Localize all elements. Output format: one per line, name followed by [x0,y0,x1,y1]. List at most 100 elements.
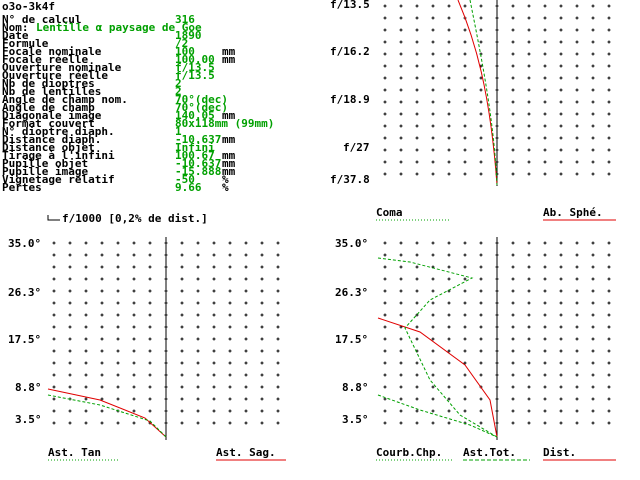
grid-dot [479,100,483,104]
spec-unit: % [222,173,229,186]
grid-dot [511,148,515,152]
grid-dot [527,265,531,269]
grid-dot [100,301,104,305]
grid-dot [244,349,248,353]
grid-dot [607,421,611,425]
y-label: 17.5° [335,333,368,346]
grid-dot [447,277,451,281]
grid-dot [100,253,104,257]
grid-dot [212,409,216,413]
grid-dot [100,337,104,341]
spec-value: 2 [175,77,182,90]
grid-dot [68,325,72,329]
spec-value: 100.00 [175,53,215,66]
grid-dot [559,421,563,425]
grid-dot [100,397,104,401]
spec-label: Vignetage relatif [2,173,115,186]
grid-dot [543,337,547,341]
grid-dot [212,361,216,365]
grid-dot [447,313,451,317]
grid-dot [511,241,515,245]
grid-dot [180,325,184,329]
grid-dot [607,277,611,281]
grid-dot [447,76,451,80]
grid-dot [415,16,419,20]
grid-dot [431,301,435,305]
grid-dot [399,349,403,353]
spec-value: 100.67 [175,149,215,162]
grid-dot [559,28,563,32]
grid-dot [415,301,419,305]
grid-dot [100,421,104,425]
grid-dot [383,277,387,281]
grid-dot [431,277,435,281]
grid-dot [415,136,419,140]
spec-label: Nb de dioptres [2,77,95,90]
grid-dot [148,373,152,377]
grid-dot [132,409,136,413]
grid-dot [527,112,531,116]
grid-dot [84,385,88,389]
spec-value: 9.66 [175,181,202,194]
grid-dot [260,253,264,257]
grid-dot [52,325,56,329]
grid-dot [260,337,264,341]
grid-dot [399,277,403,281]
grid-dot [148,289,152,293]
grid-dot [511,124,515,128]
grid-dot [479,28,483,32]
grid-dot [591,265,595,269]
grid-dot [383,148,387,152]
grid-dot [607,112,611,116]
grid-dot [591,253,595,257]
grid-dot [591,136,595,140]
grid-dot [543,253,547,257]
grid-dot [447,4,451,8]
grid-dot [463,40,467,44]
grid-dot [415,4,419,8]
grid-dot [260,289,264,293]
grid-dot [431,88,435,92]
grid-dot [244,337,248,341]
grid-dot [244,325,248,329]
grid-dot [415,160,419,164]
grid-dot [399,100,403,104]
grid-dot [511,373,515,377]
grid-dot [607,337,611,341]
grid-dot [180,397,184,401]
grid-dot [260,421,264,425]
grid-dot [399,172,403,176]
grid-dot [527,325,531,329]
grid-dot [244,361,248,365]
grid-dot [447,337,451,341]
spec-label: Nb de lentilles [2,85,101,98]
grid-dot [276,337,280,341]
grid-dot [607,397,611,401]
grid-dot [196,373,200,377]
grid-dot [244,373,248,377]
grid-dot [511,64,515,68]
legend: Ast. Sag. [216,446,276,459]
spec-label: Focale réelle [2,53,88,66]
grid-dot [52,409,56,413]
spec-label: Pertes [2,181,42,194]
grid-dot [511,172,515,176]
grid-dot [447,241,451,245]
grid-dot [383,373,387,377]
y-label: 26.3° [8,286,41,299]
grid-dot [463,136,467,140]
grid-dot [559,289,563,293]
grid-dot [415,421,419,425]
grid-dot [479,277,483,281]
grid-dot [527,40,531,44]
grid-dot [431,52,435,56]
grid-dot [52,313,56,317]
grid-dot [116,301,120,305]
grid-dot [591,172,595,176]
grid-dot [196,241,200,245]
grid-dot [148,313,152,317]
grid-dot [52,361,56,365]
spec-value: -10.637 [175,157,221,170]
grid-dot [228,361,232,365]
grid-dot [479,349,483,353]
